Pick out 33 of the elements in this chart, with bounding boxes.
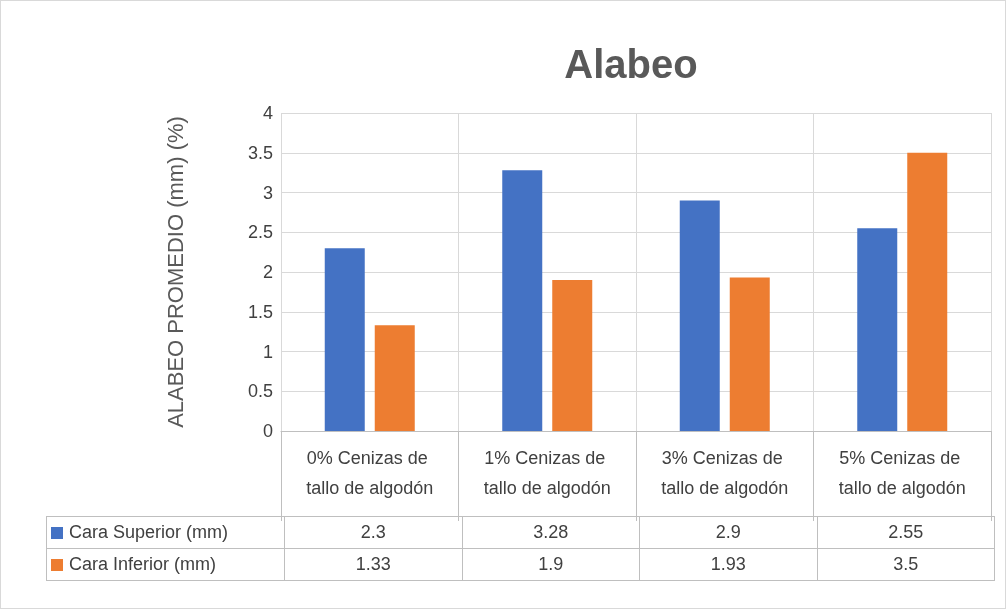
y-tick-label: 0.5	[247, 381, 273, 402]
data-label: 1.93	[639, 548, 817, 581]
legend-label: Cara Superior (mm)	[46, 516, 285, 549]
chart-title: Alabeo	[564, 42, 698, 86]
bar	[374, 325, 415, 431]
y-tick-label: 1	[262, 341, 273, 362]
data-label: 1.9	[462, 548, 640, 581]
y-tick-label: 3	[262, 182, 273, 203]
y-tick-label: 2	[262, 262, 273, 282]
x-tick-label: 0% Cenizas de tallo de algodón	[306, 448, 434, 498]
x-tick-label: 1% Cenizas de tallo de algodón	[483, 448, 611, 498]
data-label: 2.55	[817, 516, 995, 549]
y-tick-label: 4	[262, 103, 273, 123]
y-tick-label: 0	[262, 421, 273, 441]
data-label: 3.28	[462, 516, 640, 549]
bar	[679, 200, 720, 431]
x-tick-label: 5% Cenizas de tallo de algodón	[838, 448, 966, 498]
bar	[907, 152, 948, 431]
data-label: 2.3	[284, 516, 462, 549]
y-axis-title: ALABEO PROMEDIO (mm) (%)	[162, 116, 188, 428]
y-tick-label: 2.5	[247, 222, 273, 243]
data-label: 3.5	[817, 548, 995, 581]
data-label: 2.9	[639, 516, 817, 549]
bar	[552, 279, 593, 431]
bar	[502, 170, 543, 431]
bar	[324, 248, 365, 431]
y-tick-label: 1.5	[247, 301, 273, 322]
data-label: 1.33	[284, 548, 462, 581]
legend-label: Cara Inferior (mm)	[46, 548, 285, 581]
x-tick-label: 3% Cenizas de tallo de algodón	[661, 448, 789, 498]
bar	[729, 277, 770, 431]
bar	[857, 228, 898, 431]
y-tick-label: 3.5	[247, 142, 273, 163]
